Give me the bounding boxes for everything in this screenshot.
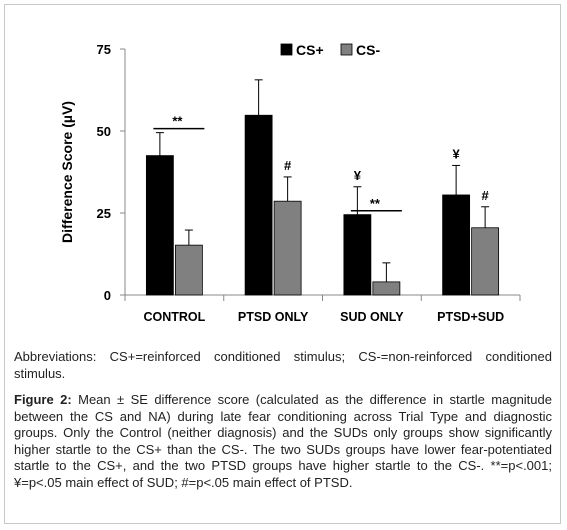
bar-cs-plus bbox=[145, 155, 174, 296]
x-tick-label: CONTROL bbox=[143, 310, 205, 324]
figure-caption: Figure 2: Mean ± SE difference score (ca… bbox=[14, 392, 552, 492]
significance-marker: ** bbox=[370, 196, 381, 211]
legend-label-cs-plus: CS+ bbox=[296, 42, 324, 58]
bar-cs-plus bbox=[343, 214, 372, 296]
significance-marker: ** bbox=[172, 114, 183, 129]
y-tick-label: 50 bbox=[97, 124, 111, 139]
effect-marker: # bbox=[284, 158, 292, 173]
x-tick-label: PTSD ONLY bbox=[238, 310, 309, 324]
bar-cs-minus bbox=[174, 244, 203, 296]
caption-text: Mean ± SE difference score (calculated a… bbox=[14, 392, 552, 490]
bar-cs-plus bbox=[442, 194, 471, 296]
y-tick-label: 0 bbox=[104, 288, 111, 303]
abbreviations-text: Abbreviations: CS+=reinforced conditione… bbox=[14, 349, 552, 381]
bar-cs-plus bbox=[244, 114, 273, 296]
chart: 0 25 50 75 Difference Score (µV) CONTROL PTSD … bbox=[59, 42, 521, 324]
effect-marker: ¥ bbox=[453, 146, 461, 161]
bar-cs-minus bbox=[273, 200, 302, 296]
caption-label: Figure 2: bbox=[14, 392, 72, 407]
bar-cs-minus bbox=[471, 227, 500, 296]
y-tick-label: 25 bbox=[97, 206, 111, 221]
x-tick-label: PTSD+SUD bbox=[437, 310, 504, 324]
legend-swatch-cs-minus bbox=[340, 43, 353, 56]
bar-cs-minus bbox=[372, 281, 401, 296]
legend-swatch-cs-plus bbox=[280, 43, 293, 56]
y-axis-label: Difference Score (µV) bbox=[59, 101, 75, 243]
y-tick-label: 75 bbox=[97, 42, 111, 57]
x-tick-label: SUD ONLY bbox=[340, 310, 404, 324]
effect-marker: ¥ bbox=[354, 168, 362, 183]
legend-label-cs-minus: CS- bbox=[356, 42, 380, 58]
effect-marker: # bbox=[482, 188, 490, 203]
